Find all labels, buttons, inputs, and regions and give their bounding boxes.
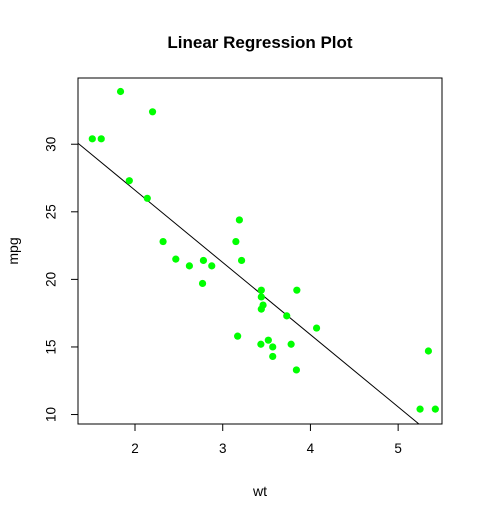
x-axis: 2 3 4 5 — [131, 423, 402, 456]
y-axis-label: mpg — [5, 237, 21, 264]
data-point — [235, 216, 243, 224]
y-axis: 10 15 20 25 30 — [44, 137, 79, 422]
chart-title: Linear Regression Plot — [167, 33, 352, 52]
data-point — [257, 286, 265, 294]
data-point — [431, 405, 439, 413]
data-point — [424, 347, 433, 355]
y-tick-label: 20 — [44, 272, 59, 287]
x-tick-label: 5 — [394, 441, 402, 456]
data-point — [148, 108, 157, 116]
plot-area — [78, 87, 439, 424]
data-point — [116, 87, 125, 96]
y-tick-label: 25 — [44, 204, 59, 219]
data-point — [199, 256, 208, 265]
data-point — [257, 340, 265, 348]
data-point — [208, 262, 216, 270]
data-point — [198, 279, 207, 288]
data-point — [292, 366, 300, 374]
data-point — [283, 312, 291, 320]
data-point — [264, 336, 272, 344]
data-point — [185, 262, 193, 270]
x-tick-label: 2 — [131, 441, 139, 456]
data-point — [269, 352, 277, 361]
data-point — [97, 135, 105, 143]
data-point — [293, 286, 301, 294]
data-point — [312, 324, 321, 332]
data-point — [237, 256, 246, 265]
y-tick-label: 10 — [44, 407, 59, 422]
data-point — [143, 194, 151, 202]
data-point — [269, 343, 277, 351]
data-point — [159, 237, 167, 246]
data-point — [257, 305, 265, 313]
x-axis-label: wt — [252, 483, 267, 499]
y-tick-label: 30 — [44, 137, 59, 152]
data-point — [88, 135, 96, 143]
x-tick-label: 4 — [307, 441, 315, 456]
data-point — [416, 405, 424, 413]
x-tick-label: 3 — [219, 441, 227, 456]
data-point — [257, 293, 265, 301]
data-point — [232, 237, 240, 246]
y-tick-label: 15 — [44, 339, 59, 354]
plot-frame — [77, 77, 443, 425]
data-point — [172, 255, 180, 263]
data-point — [125, 177, 133, 185]
data-point — [234, 332, 242, 340]
data-point — [287, 340, 295, 348]
